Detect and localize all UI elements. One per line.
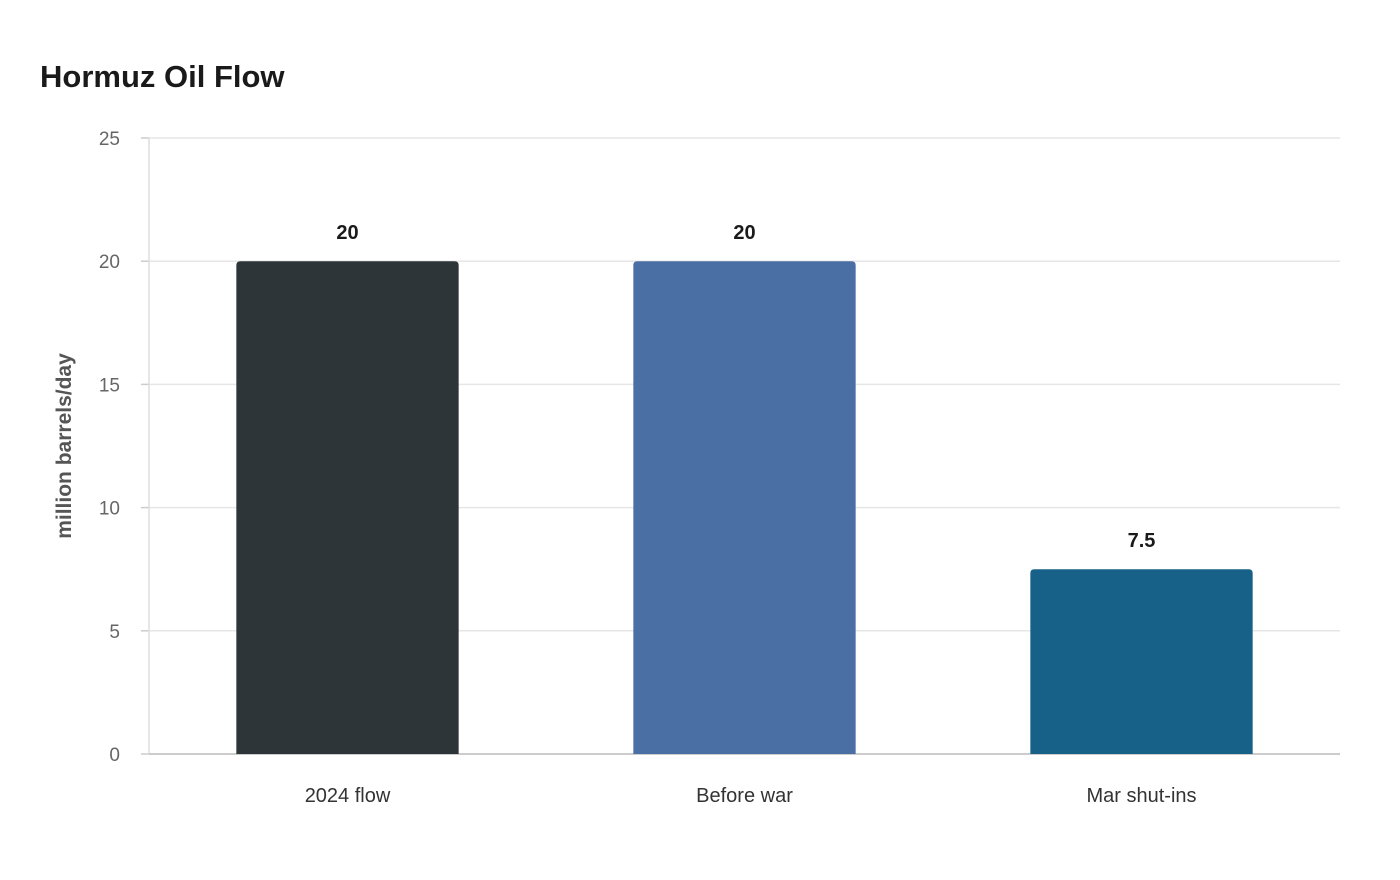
chart-title: Hormuz Oil Flow bbox=[40, 59, 285, 94]
bar-before-war bbox=[633, 261, 856, 754]
y-axis-title: million barrels/day bbox=[53, 353, 76, 539]
bars bbox=[236, 261, 1253, 754]
y-tick-label: 10 bbox=[99, 499, 120, 520]
y-tick-label: 25 bbox=[99, 129, 120, 150]
y-tick-label: 0 bbox=[109, 745, 120, 766]
bar-2024-flow bbox=[236, 261, 459, 754]
data-label: 7.5 bbox=[1128, 530, 1156, 552]
data-label: 20 bbox=[336, 222, 358, 244]
category-label: Mar shut-ins bbox=[1086, 785, 1196, 807]
y-tick-labels: 0 5 10 15 20 25 bbox=[99, 129, 120, 766]
category-label: Before war bbox=[696, 785, 793, 807]
category-label: 2024 flow bbox=[305, 785, 391, 807]
y-tick-label: 5 bbox=[109, 622, 120, 643]
y-tick-label: 15 bbox=[99, 375, 120, 396]
y-tick-label: 20 bbox=[99, 252, 120, 273]
category-labels: 2024 flow Before war Mar shut-ins bbox=[305, 785, 1197, 807]
bar-mar-shut-ins bbox=[1030, 569, 1253, 754]
data-label: 20 bbox=[733, 222, 755, 244]
data-labels: 20 20 7.5 bbox=[336, 222, 1155, 552]
